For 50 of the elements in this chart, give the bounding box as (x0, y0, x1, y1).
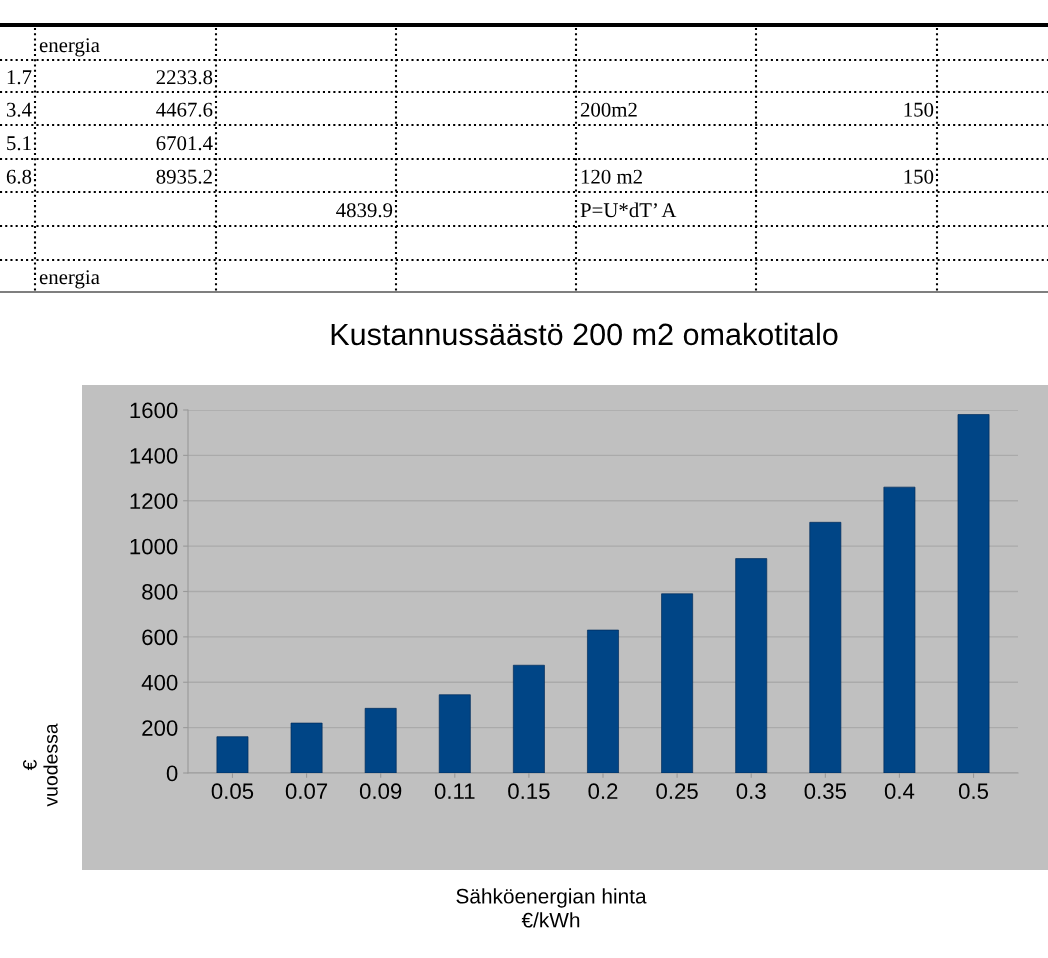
x-axis-title: Sähköenergian hinta €/kWh (456, 888, 647, 928)
x-tick-label: 0.09 (359, 783, 402, 800)
text: 5.1 (7, 136, 31, 151)
y-tick-label: 1000 (130, 538, 178, 555)
bar (216, 736, 249, 773)
text: energia (39, 38, 100, 57)
text: 2233.8 (156, 70, 213, 85)
text: 200m2 (580, 102, 637, 117)
text: 6.8 (6, 169, 32, 184)
text: energia (39, 270, 100, 289)
text: P=U*dT’ A (580, 202, 677, 218)
x-tick-label: 0.35 (804, 783, 847, 800)
bar (661, 593, 694, 773)
text: 4467.6 (156, 102, 213, 117)
text: 150 (904, 169, 934, 184)
bar (735, 558, 768, 773)
y-tick-label: 800 (142, 584, 178, 600)
text: 3.4 (6, 102, 32, 117)
y-tick-label: 1400 (130, 447, 178, 464)
text: 120 m2 (581, 169, 642, 184)
text: 150 (904, 102, 934, 117)
y-tick-label: 400 (141, 674, 178, 691)
bar (809, 521, 842, 773)
bar (883, 486, 916, 773)
bar (438, 694, 471, 773)
text: 6701.4 (156, 136, 213, 151)
text: 1.7 (7, 70, 32, 85)
text: 4839.9 (336, 203, 393, 218)
y-tick-label: 0 (166, 765, 178, 782)
bar (512, 664, 545, 773)
x-tick-label: 0.2 (588, 783, 618, 800)
x-tick-label: 0.07 (285, 783, 328, 800)
y-tick-label: 1200 (130, 493, 178, 510)
bar (290, 722, 323, 773)
bar (587, 629, 619, 773)
x-tick-label: 0.3 (736, 783, 766, 800)
x-tick-label: 0.05 (211, 783, 254, 800)
text: 8935.2 (156, 169, 212, 184)
y-tick-label: 600 (142, 629, 178, 646)
y-tick-label: 1600 (130, 402, 178, 419)
x-tick-label: 0.5 (958, 783, 989, 800)
y-axis-title: € vuodessa (22, 723, 58, 807)
x-tick-label: 0.25 (656, 783, 698, 800)
y-tick-label: 200 (142, 720, 178, 736)
bar (364, 707, 397, 773)
chart-title: Kustannussäästö 200 m2 omakotitalo (331, 322, 838, 346)
bar (957, 414, 990, 773)
x-tick-label: 0.15 (508, 783, 550, 800)
x-tick-label: 0.11 (434, 783, 475, 800)
x-tick-label: 0.4 (884, 783, 915, 800)
